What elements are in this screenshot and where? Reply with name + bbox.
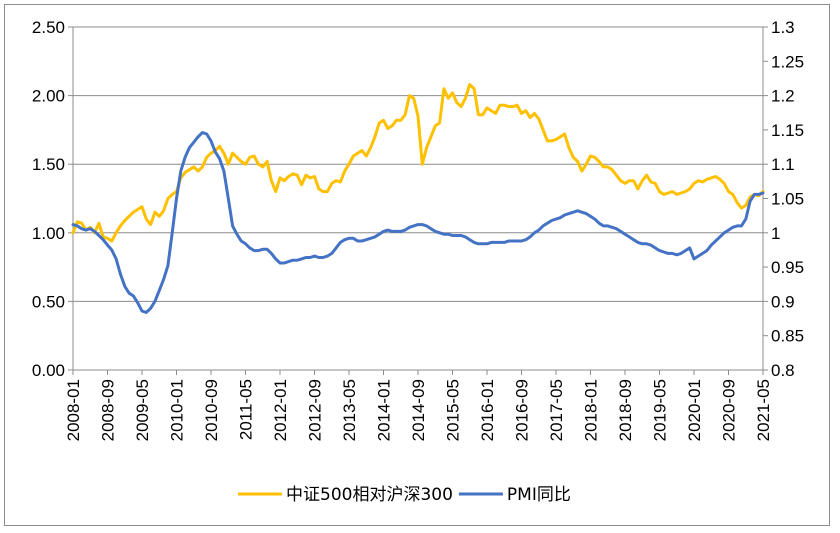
x-tick-label: 2019-05 [651, 379, 670, 441]
x-tick-label: 2016-01 [478, 379, 497, 441]
x-tick-label: 2012-09 [306, 379, 325, 441]
left-y-axis-ticks: 0.00 0.50 1.00 1.50 2.00 2.50 [32, 18, 73, 380]
x-tick-label: 2011-05 [237, 379, 256, 440]
x-tick-label: 2008-09 [99, 379, 118, 441]
legend-label-2: PMI同比 [507, 485, 571, 505]
left-tick-label: 2.00 [32, 87, 65, 106]
x-tick-label: 2014-01 [375, 379, 394, 441]
right-tick-label: 1.1 [771, 155, 795, 174]
right-tick-label: 1.05 [771, 190, 804, 209]
right-tick-label: 0.95 [771, 258, 804, 277]
legend-label-1: 中证500相对沪深300 [286, 485, 453, 505]
chart-frame [4, 4, 830, 526]
right-tick-label: 1.2 [771, 87, 795, 106]
gridlines [73, 26, 763, 302]
left-tick-label: 1.00 [32, 224, 65, 243]
x-tick-label: 2012-01 [271, 379, 290, 441]
right-tick-label: 0.8 [771, 361, 795, 380]
x-tick-label: 2018-01 [582, 379, 601, 441]
right-tick-label: 1.25 [771, 52, 804, 71]
x-tick-label: 2014-09 [409, 379, 428, 441]
left-tick-label: 0.00 [32, 361, 65, 380]
right-tick-label: 0.9 [771, 292, 795, 311]
x-tick-label: 2010-01 [168, 379, 187, 441]
x-tick-label: 2020-09 [720, 379, 739, 441]
x-tick-label: 2016-09 [513, 379, 532, 441]
legend: 中证500相对沪深300 PMI同比 [238, 485, 571, 505]
right-tick-label: 1.15 [771, 121, 804, 140]
series-line-2 [71, 131, 765, 314]
right-tick-label: 1 [771, 224, 780, 243]
right-y-axis-ticks: 0.8 0.85 0.9 0.95 1 1.05 1.1 1.15 1.2 1.25 1.3 [763, 18, 804, 380]
x-tick-label: 2015-05 [444, 379, 463, 441]
right-tick-label: 1.3 [771, 18, 795, 37]
x-tick-label: 2018-09 [616, 379, 635, 441]
x-tick-label: 2008-01 [64, 379, 83, 441]
left-tick-label: 1.50 [32, 155, 65, 174]
right-tick-label: 0.85 [771, 327, 804, 346]
x-tick-label: 2021-05 [754, 379, 773, 441]
x-tick-label: 2013-05 [340, 379, 359, 441]
x-tick-label: 2020-01 [685, 379, 704, 441]
left-tick-label: 0.50 [32, 292, 65, 311]
x-tick-label: 2009-05 [133, 379, 152, 441]
x-axis-ticks: 2008-01 2008-09 2009-05 2010-01 2010-09 2011-… [64, 370, 773, 441]
series-lines [71, 83, 765, 314]
left-tick-label: 2.50 [32, 18, 65, 37]
x-tick-label: 2010-09 [202, 379, 221, 441]
series-line-1 [71, 83, 765, 243]
x-tick-label: 2017-05 [547, 379, 566, 441]
